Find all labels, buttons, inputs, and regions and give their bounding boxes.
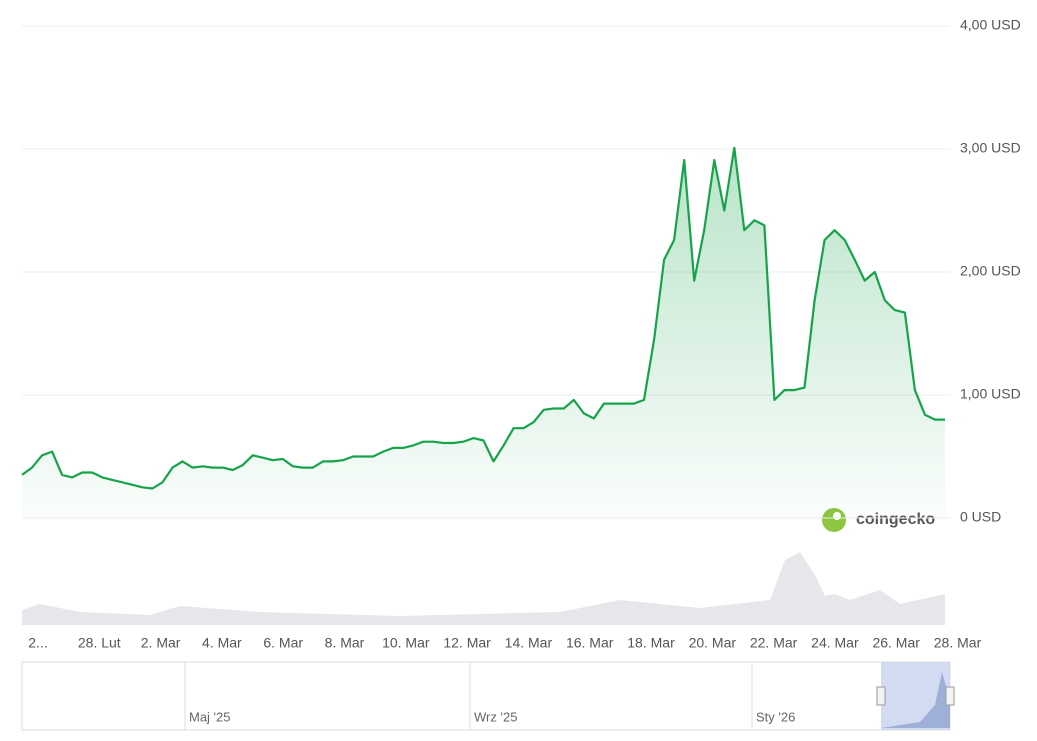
- x-tick-label: 14. Mar: [505, 635, 553, 651]
- x-tick-label: 16. Mar: [566, 635, 614, 651]
- x-tick-label: 2. Mar: [141, 635, 181, 651]
- x-tick-label: 26. Mar: [872, 635, 920, 651]
- price-line: [21, 146, 945, 490]
- y-tick-label: 4,00 USD: [960, 17, 1021, 33]
- y-tick-label: 2,00 USD: [960, 263, 1021, 279]
- x-tick-label: 8. Mar: [325, 635, 365, 651]
- y-tick-label: 3,00 USD: [960, 140, 1021, 156]
- x-tick-label: 28. Lut: [78, 635, 121, 651]
- x-tick-label: 12. Mar: [443, 635, 491, 651]
- volume: [22, 552, 945, 625]
- x-tick-label: 22. Mar: [750, 635, 798, 651]
- navigator-label: Maj '25: [189, 709, 231, 724]
- x-tick-label: 10. Mar: [382, 635, 430, 651]
- navigator: Maj '25 Wrz '25 Sty '26: [21, 661, 955, 731]
- x-tick-label: 4. Mar: [202, 635, 242, 651]
- navigator-label: Wrz '25: [474, 709, 517, 724]
- y-tick-label: 0 USD: [960, 509, 1001, 525]
- navigator-label: Sty '26: [756, 709, 795, 724]
- x-tick-label: 18. Mar: [627, 635, 675, 651]
- x-tick-label: 24. Mar: [811, 635, 859, 651]
- area: [22, 147, 945, 519]
- x-tick-label: 28. Mar: [934, 635, 982, 651]
- x-tick-label: 6. Mar: [263, 635, 303, 651]
- x-tick-label: 20. Mar: [689, 635, 737, 651]
- y-tick-label: 1,00 USD: [960, 386, 1021, 402]
- x-tick-label: 2...: [28, 635, 47, 651]
